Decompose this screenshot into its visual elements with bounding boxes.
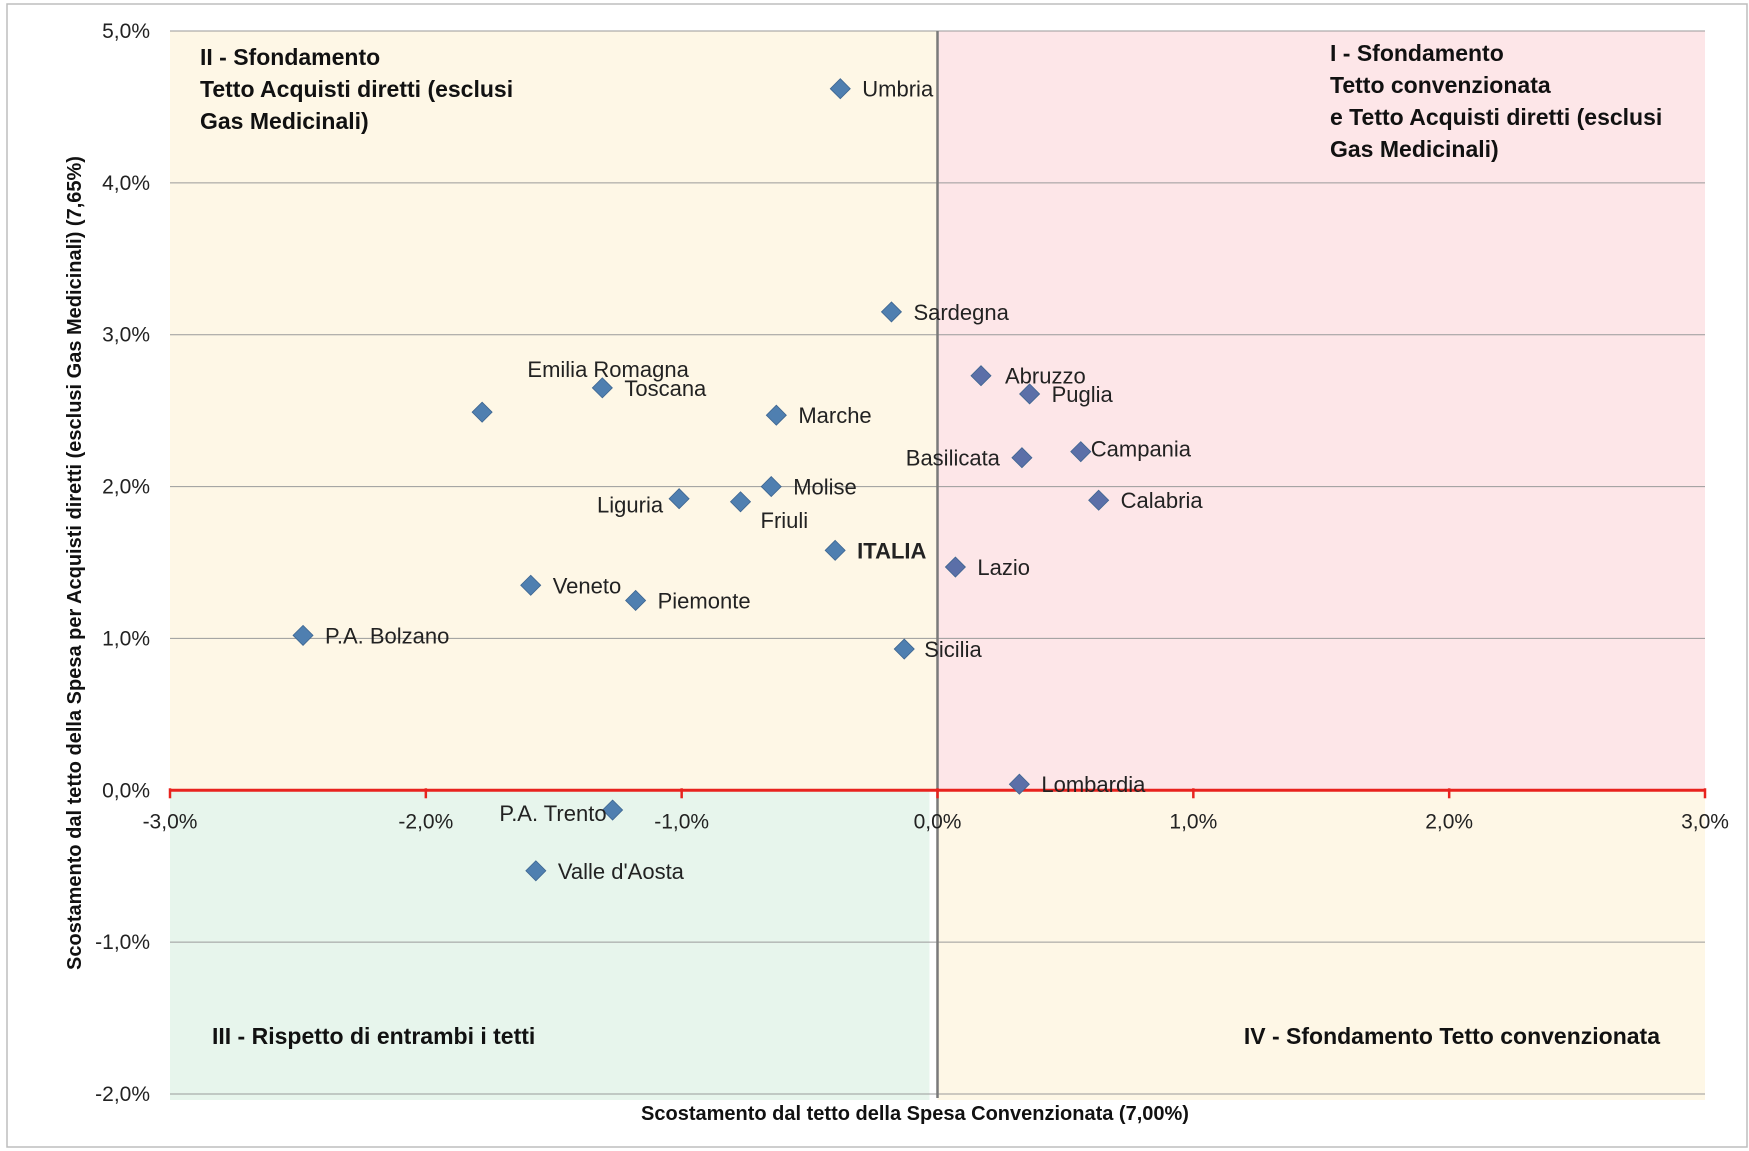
data-point-marker <box>729 491 752 513</box>
data-point-label: P.A. Bolzano <box>325 623 449 648</box>
data-point-label: Liguria <box>597 493 664 518</box>
data-point-label: Umbria <box>862 77 934 102</box>
y-tick-label: 5,0% <box>102 20 150 43</box>
quadrant-i-background <box>937 31 1705 791</box>
data-point-marker <box>591 377 613 399</box>
data-point-marker <box>1011 447 1033 469</box>
y-tick-label: 3,0% <box>102 324 150 347</box>
data-point-label: Lazio <box>977 555 1030 580</box>
data-point-marker <box>765 404 787 426</box>
data-point-marker <box>602 799 624 821</box>
quadrant-ii-label: Gas Medicinali) <box>200 108 369 134</box>
x-tick-label: -3,0% <box>143 810 198 833</box>
data-point-label: Sicilia <box>924 637 982 662</box>
data-point-label: Piemonte <box>658 588 751 613</box>
data-point-marker <box>1019 383 1041 405</box>
quadrant-iv-label: IV - Sfondamento Tetto convenzionata <box>1244 1023 1660 1049</box>
quadrant-i-label: e Tetto Acquisti diretti (esclusi <box>1330 104 1662 130</box>
data-point-marker <box>893 638 915 660</box>
x-tick-label: 3,0% <box>1681 810 1729 833</box>
quadrant-i-label: Tetto convenzionata <box>1330 72 1551 98</box>
data-point-marker <box>760 476 782 498</box>
quadrant-i-label: I - Sfondamento <box>1330 40 1504 66</box>
data-point-label: Basilicata <box>906 446 1001 471</box>
data-point-marker <box>880 301 903 323</box>
data-point-label: Valle d'Aosta <box>558 859 685 884</box>
data-point-marker <box>292 624 314 646</box>
data-point-label: Lombardia <box>1041 772 1146 797</box>
data-point-label: Friuli <box>761 508 809 533</box>
data-point-marker <box>525 860 547 882</box>
data-point-label: Veneto <box>553 573 622 598</box>
quadrant-layer <box>170 31 1705 1100</box>
data-point-marker <box>471 401 493 423</box>
data-point-label: P.A. Trento <box>499 801 606 826</box>
data-point-label: Campania <box>1091 437 1192 462</box>
data-point-label: Sardegna <box>913 300 1009 325</box>
data-point-label: Toscana <box>624 376 707 401</box>
data-point-marker <box>944 556 966 578</box>
data-point-label: Abruzzo <box>1005 364 1086 389</box>
data-point-label: Marche <box>798 403 871 428</box>
data-point-marker <box>824 539 846 561</box>
data-point-label: Emilia Romagna <box>527 357 689 382</box>
quadrant-ii-label: Tetto Acquisti diretti (esclusi <box>200 76 513 102</box>
data-point-marker <box>1088 489 1110 511</box>
y-tick-label: 2,0% <box>102 476 150 499</box>
quadrant-iv-background <box>937 790 1705 1100</box>
x-axis-title: Scostamento dal tetto della Spesa Conven… <box>641 1103 1189 1125</box>
quadrant-ii-background <box>170 31 938 791</box>
y-tick-label: 1,0% <box>102 627 150 650</box>
y-axis-title: Scostamento dal tetto della Spesa per Ac… <box>64 156 86 970</box>
y-tick-label: -2,0% <box>95 1083 150 1106</box>
data-point-marker <box>520 574 542 596</box>
data-points <box>292 78 1110 882</box>
data-point-marker <box>970 365 992 387</box>
quadrant-labels: I - Sfondamento Tetto convenzionata e Tett… <box>200 40 1662 1049</box>
data-point-label: ITALIA <box>857 538 926 563</box>
x-tick-label: 2,0% <box>1425 810 1473 833</box>
y-tick-label: 4,0% <box>102 172 150 195</box>
axes: 5,0% 4,0% 3,0% 2,0% 1,0% 0,0% -1,0% -2,0% -3,0% -… <box>95 20 1729 1106</box>
data-point-marker <box>829 78 851 100</box>
x-tick-label: 1,0% <box>1169 810 1217 833</box>
quadrant-iii-label: III - Rispetto di entrambi i tetti <box>212 1023 535 1049</box>
data-point-label: Calabria <box>1121 488 1204 513</box>
y-tick-label: -1,0% <box>95 931 150 954</box>
quadrant-i-label: Gas Medicinali) <box>1330 136 1499 162</box>
data-point-marker <box>1008 773 1030 795</box>
x-tick-label: -2,0% <box>398 810 453 833</box>
quadrant-iii-background <box>170 790 930 1100</box>
x-tick-label: 0,0% <box>914 810 962 833</box>
data-point-marker <box>668 488 690 510</box>
data-point-marker <box>1070 441 1092 463</box>
data-point-label: Molise <box>793 475 857 500</box>
data-point-marker <box>625 589 647 612</box>
x-tick-label: -1,0% <box>654 810 709 833</box>
y-tick-label: 0,0% <box>102 779 150 802</box>
quadrant-ii-label: II - Sfondamento <box>200 44 380 70</box>
data-point-label: Puglia <box>1052 382 1114 407</box>
